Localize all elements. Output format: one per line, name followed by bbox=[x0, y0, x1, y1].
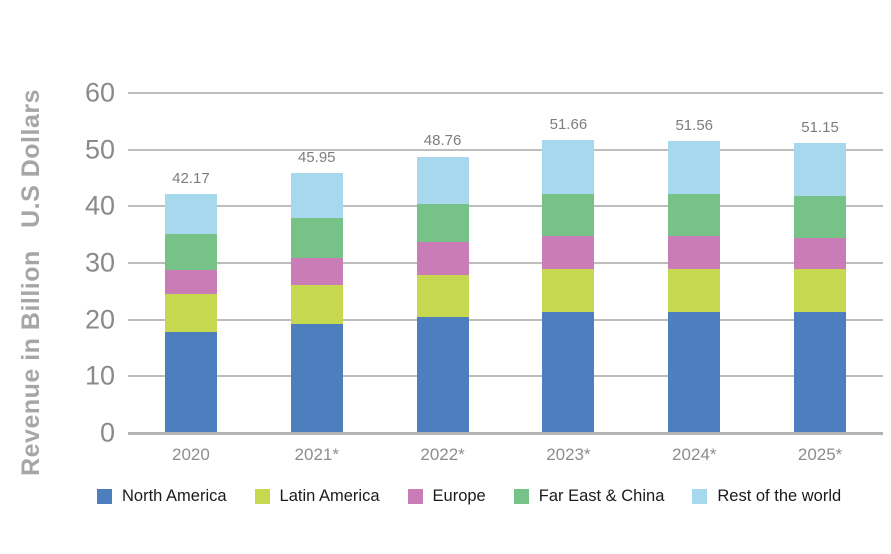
bar-total-label-2025: 51.15 bbox=[801, 118, 839, 136]
x-axis-baseline bbox=[128, 431, 883, 435]
x-tick-label-2020: 2020 bbox=[171, 445, 210, 464]
bar-segment-latin-america bbox=[668, 269, 721, 312]
gridline-60 bbox=[128, 92, 883, 94]
bar-segment-north-america bbox=[794, 311, 847, 433]
x-tick-label-2023: 2023* bbox=[546, 445, 591, 464]
bar-segment-far-east-china bbox=[290, 218, 343, 258]
legend-item-north-america: North America bbox=[97, 487, 227, 506]
legend-item-europe: Europe bbox=[407, 487, 486, 506]
bar-total-label-2023: 51.66 bbox=[549, 116, 588, 134]
gridline-30 bbox=[128, 262, 883, 264]
bar-segment-rest-of-the-world bbox=[164, 193, 217, 235]
bar-segment-far-east-china bbox=[542, 194, 595, 236]
bar-segment-latin-america bbox=[542, 268, 595, 312]
bar-segment-europe bbox=[164, 270, 217, 295]
y-tick-label-60: 60 bbox=[84, 77, 115, 108]
x-tick-label-2022: 2022* bbox=[420, 445, 465, 464]
y-tick-label-0: 0 bbox=[99, 417, 115, 448]
gridline-20 bbox=[128, 318, 883, 321]
bar-segment-rest-of-the-world bbox=[794, 142, 847, 196]
bar-segment-north-america bbox=[542, 311, 595, 433]
bar-segment-latin-america bbox=[164, 294, 217, 332]
bar-segment-rest-of-the-world bbox=[668, 140, 721, 195]
legend-label-north-america: North America bbox=[122, 487, 227, 505]
legend-label-latin-america: Latin America bbox=[279, 487, 380, 505]
bar-2025 bbox=[794, 142, 847, 433]
legend-item-far-east-china: Far East & China bbox=[513, 487, 665, 506]
plot-area: 42.17 2020 45.95 2021* 48.76 2022* 51.66 2023* 5… bbox=[128, 92, 883, 464]
legend-swatch-latin-america-icon bbox=[254, 489, 270, 504]
gridline-10 bbox=[128, 375, 883, 378]
bar-segment-far-east-china bbox=[668, 194, 721, 236]
y-tick-label-10: 10 bbox=[84, 360, 115, 391]
bar-total-label-2022: 48.76 bbox=[423, 132, 462, 150]
bar-2022 bbox=[416, 156, 469, 433]
y-tick-label-20: 20 bbox=[84, 304, 115, 335]
bar-segment-europe bbox=[668, 235, 721, 270]
bar-segment-latin-america bbox=[290, 285, 343, 325]
legend-item-rest-of-the-world: Rest of the world bbox=[692, 487, 841, 506]
bar-segment-north-america bbox=[164, 331, 217, 433]
legend: North America Latin America Europe Far East… bbox=[97, 487, 841, 506]
legend-item-latin-america: Latin America bbox=[254, 487, 380, 506]
bar-segment-europe bbox=[290, 257, 343, 286]
x-tick-label-2025: 2025* bbox=[797, 445, 843, 464]
legend-swatch-north-america-icon bbox=[97, 489, 112, 504]
legend-label-europe: Europe bbox=[432, 487, 486, 505]
bar-segment-far-east-china bbox=[794, 195, 847, 239]
bar-2020 bbox=[164, 193, 217, 433]
y-tick-label-40: 40 bbox=[84, 190, 115, 221]
bar-segment-north-america bbox=[416, 316, 469, 433]
bar-total-label-2021: 45.95 bbox=[297, 148, 336, 166]
legend-swatch-rest-of-the-world-icon bbox=[692, 489, 708, 504]
bar-segment-far-east-china bbox=[164, 234, 217, 271]
bar-segment-europe bbox=[542, 235, 595, 269]
x-tick-label-2021: 2021* bbox=[294, 445, 339, 464]
bar-segment-north-america bbox=[668, 311, 721, 433]
bar-segment-rest-of-the-world bbox=[416, 156, 469, 204]
legend-label-rest-of-the-world: Rest of the world bbox=[717, 487, 842, 505]
legend-swatch-far-east-china-icon bbox=[513, 489, 529, 504]
bar-2021 bbox=[290, 172, 343, 433]
bar-segment-europe bbox=[794, 238, 847, 269]
y-axis-title-text: Revenue in Billion U.S Dollars bbox=[16, 88, 45, 476]
bar-total-label-2024: 51.56 bbox=[675, 116, 714, 134]
bar-segment-north-america bbox=[290, 324, 343, 433]
bar-total-label-2020: 42.17 bbox=[172, 169, 210, 187]
bar-segment-far-east-china bbox=[416, 203, 469, 243]
legend-swatch-europe-icon bbox=[407, 489, 423, 504]
gridline-50 bbox=[128, 148, 883, 151]
y-tick-label-50: 50 bbox=[84, 134, 115, 165]
bar-segment-rest-of-the-world bbox=[290, 172, 343, 219]
y-axis-title: Revenue in Billion U.S Dollars bbox=[8, 86, 54, 478]
gridline-40 bbox=[128, 205, 883, 208]
bar-segment-latin-america bbox=[794, 268, 847, 312]
bar-2024 bbox=[668, 140, 721, 433]
y-tick-label-30: 30 bbox=[84, 247, 115, 278]
bar-segment-rest-of-the-world bbox=[542, 140, 595, 195]
bar-segment-latin-america bbox=[416, 275, 469, 317]
legend-label-far-east-china: Far East & China bbox=[538, 487, 665, 505]
bar-2023 bbox=[542, 140, 595, 433]
bar-segment-europe bbox=[416, 242, 469, 276]
x-tick-label-2024: 2024* bbox=[672, 445, 717, 464]
